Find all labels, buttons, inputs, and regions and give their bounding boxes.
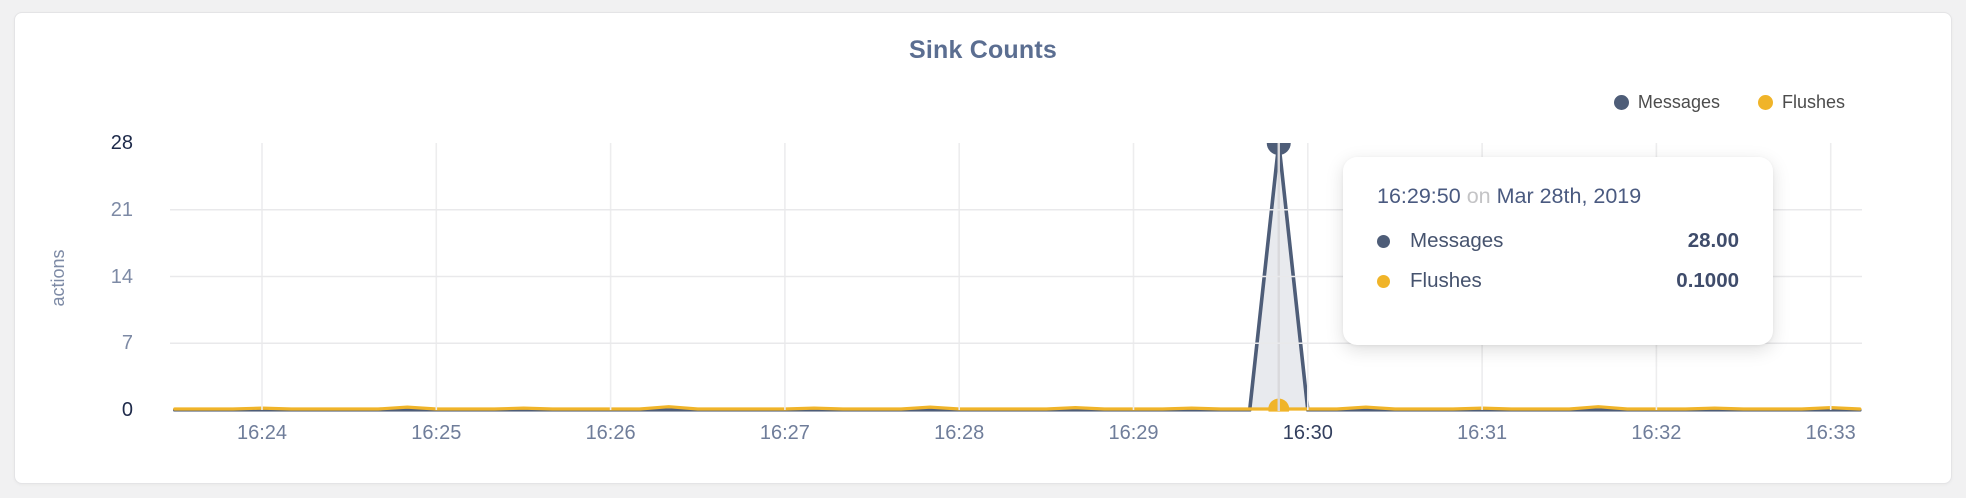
chart-legend: Messages Flushes: [1613, 92, 1845, 113]
legend-item-flushes[interactable]: Flushes: [1757, 92, 1845, 113]
hover-tooltip: 16:29:50 on Mar 28th, 2019 Messages 28.0…: [1343, 157, 1773, 345]
tooltip-flushes-label: Flushes: [1410, 269, 1482, 292]
x-tick-label: 16:25: [411, 422, 462, 444]
tooltip-row-flushes: Flushes 0.1000: [1377, 261, 1739, 301]
x-tick-label: 16:24: [236, 422, 288, 444]
tooltip-flushes-value: 0.1000: [1676, 269, 1739, 292]
legend-label-messages: Messages: [1637, 92, 1720, 112]
y-tick-label: 14: [110, 265, 133, 288]
x-tick-label: 16:32: [1631, 422, 1682, 444]
x-tick-label: 16:31: [1457, 422, 1508, 444]
legend-item-messages[interactable]: Messages: [1613, 92, 1720, 113]
flushes-line: [173, 405, 1862, 411]
y-tick-label: 7: [121, 332, 133, 355]
flushes-tooltip-dot-icon: [1377, 274, 1390, 288]
tooltip-date: Mar 28th, 2019: [1496, 184, 1642, 208]
x-tick-label: 16:33: [1805, 422, 1856, 444]
y-tick-label: 0: [121, 399, 133, 421]
tooltip-row-messages: Messages 28.00: [1377, 221, 1739, 261]
tooltip-header: 16:29:50 on Mar 28th, 2019: [1377, 184, 1739, 209]
tooltip-messages-value: 28.00: [1687, 229, 1739, 252]
messages-legend-dot-icon: [1613, 95, 1629, 110]
chart-title: Sink Counts: [908, 36, 1058, 64]
tooltip-preposition: on: [1466, 184, 1491, 208]
x-tick-label: 16:29: [1108, 422, 1159, 444]
tooltip-messages-label: Messages: [1410, 229, 1504, 252]
x-tick-label: 16:30: [1282, 422, 1333, 444]
x-tick-label: 16:27: [759, 422, 810, 444]
x-tick-label: 16:28: [934, 422, 985, 444]
legend-label-flushes: Flushes: [1781, 92, 1845, 112]
y-tick-label: 28: [110, 132, 133, 154]
plot-clip-group: [173, 143, 1862, 412]
messages-tooltip-dot-icon: [1377, 234, 1390, 248]
flushes-legend-dot-icon: [1757, 95, 1773, 110]
tooltip-time: 16:29:50: [1377, 184, 1461, 208]
x-tick-label: 16:26: [585, 422, 636, 444]
y-tick-label: 21: [110, 198, 133, 221]
